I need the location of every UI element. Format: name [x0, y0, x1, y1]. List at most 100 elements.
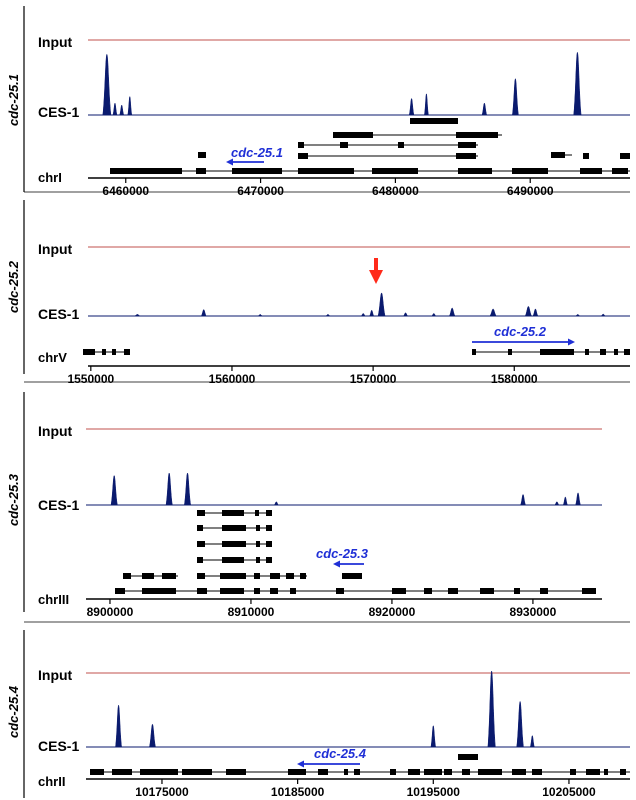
signal-peak	[489, 308, 497, 317]
exon-block	[266, 557, 272, 563]
signal-peak	[134, 314, 141, 317]
exon-block	[254, 573, 260, 579]
signal-peak	[408, 98, 415, 116]
exon-block	[478, 769, 502, 775]
exon-block	[266, 525, 272, 531]
axis-tick-label: 8910000	[228, 605, 275, 619]
exon-block	[290, 588, 296, 594]
exon-block	[197, 588, 207, 594]
panel-cdc-25-1: cdc-25.1 Input CES-1 chrI cdc-25.1 64600…	[6, 6, 630, 198]
gene-annotation-label: cdc-25.1	[231, 145, 283, 160]
exon-block	[300, 573, 306, 579]
signal-peak	[532, 308, 539, 317]
signal-peak	[115, 704, 122, 748]
exon-block	[197, 510, 205, 516]
exon-block	[582, 588, 596, 594]
exon-block	[458, 754, 478, 760]
signal-peak	[481, 102, 488, 116]
gene-annotation-label: cdc-25.3	[316, 546, 369, 561]
signal-peak	[369, 309, 375, 317]
axis-tick-label: 6470000	[237, 184, 284, 198]
signal-peak	[430, 313, 437, 317]
signal-peak	[573, 52, 582, 116]
signal-peak	[529, 735, 535, 748]
exon-block	[586, 769, 600, 775]
signal-peak	[112, 102, 118, 116]
exon-block	[286, 573, 294, 579]
panel-gene-title: cdc-25.1	[6, 74, 21, 126]
exon-block	[197, 557, 203, 563]
chromosome-label: chrV	[38, 350, 67, 365]
exon-block	[266, 541, 272, 547]
exon-block	[570, 769, 576, 775]
ces1-track-label: CES-1	[38, 497, 79, 513]
axis-tick-label: 6480000	[372, 184, 419, 198]
chromosome-label: chrII	[38, 774, 65, 789]
genomic-axis: 1550000 1560000 1570000 1580000	[67, 365, 630, 386]
signal-peak	[575, 492, 581, 506]
signal-peak	[520, 494, 526, 506]
chromosome-label: chrI	[38, 170, 62, 185]
exon-block	[318, 769, 328, 775]
input-track-label: Input	[38, 667, 73, 683]
signal-peak	[377, 292, 386, 317]
exon-block	[288, 769, 306, 775]
gene-annotation-label: cdc-25.2	[494, 324, 547, 339]
ces1-peaks	[102, 52, 582, 116]
signal-peak	[119, 104, 125, 116]
exon-block	[444, 769, 452, 775]
panel-cdc-25-4: cdc-25.4 Input CES-1 chrII cdc-25.4 1017…	[6, 630, 630, 799]
exon-block	[140, 769, 178, 775]
genomic-axis: 8900000 8910000 8920000 8930000	[86, 598, 602, 619]
genomic-axis: 10175000 10185000 10195000 10205000	[86, 778, 630, 799]
signal-peak	[127, 96, 133, 116]
signal-peak	[448, 307, 456, 317]
exon-block	[540, 588, 548, 594]
exon-block	[354, 769, 360, 775]
exon-block	[142, 573, 154, 579]
exon-block	[162, 573, 176, 579]
signal-peak	[273, 501, 280, 506]
signal-peak	[487, 670, 496, 748]
exon-block	[220, 573, 246, 579]
ces1-track-label: CES-1	[38, 306, 79, 322]
exon-block	[115, 588, 125, 594]
signal-peak	[424, 93, 429, 116]
signal-peak	[110, 475, 118, 506]
exon-block	[220, 588, 244, 594]
signal-peak	[149, 723, 156, 748]
signal-peak	[524, 306, 532, 317]
gene-models	[83, 349, 630, 355]
exon-block	[604, 769, 608, 775]
signal-peak	[516, 701, 524, 748]
axis-tick-label: 8900000	[87, 605, 134, 619]
axis-tick-label: 1570000	[350, 372, 397, 386]
panel-gene-title: cdc-25.4	[6, 685, 21, 738]
ces1-track-label: CES-1	[38, 104, 79, 120]
gene-model-exons	[115, 510, 596, 594]
exon-block	[90, 769, 104, 775]
panel-gene-title: cdc-25.3	[6, 473, 21, 526]
signal-peak	[102, 54, 112, 116]
axis-tick-label: 8930000	[510, 605, 557, 619]
exon-block	[514, 588, 520, 594]
axis-tick-label: 6490000	[507, 184, 554, 198]
signal-peak	[184, 472, 191, 506]
exon-block	[266, 510, 272, 516]
signal-peak	[554, 501, 560, 506]
exon-block	[142, 588, 176, 594]
exon-block	[424, 769, 442, 775]
panel-cdc-25-2: cdc-25.2 Input CES-1 chrV cdc-25.2 15500…	[6, 200, 630, 386]
exon-block	[226, 769, 240, 775]
axis-tick-label: 6460000	[102, 184, 149, 198]
axis-tick-label: 10195000	[407, 785, 461, 799]
input-track-label: Input	[38, 34, 73, 50]
exon-block	[392, 588, 406, 594]
exon-block	[197, 573, 205, 579]
input-track-label: Input	[38, 241, 73, 257]
red-arrow-marker	[369, 258, 383, 284]
exon-block	[236, 769, 246, 775]
exon-block	[480, 588, 494, 594]
exon-block	[197, 541, 205, 547]
